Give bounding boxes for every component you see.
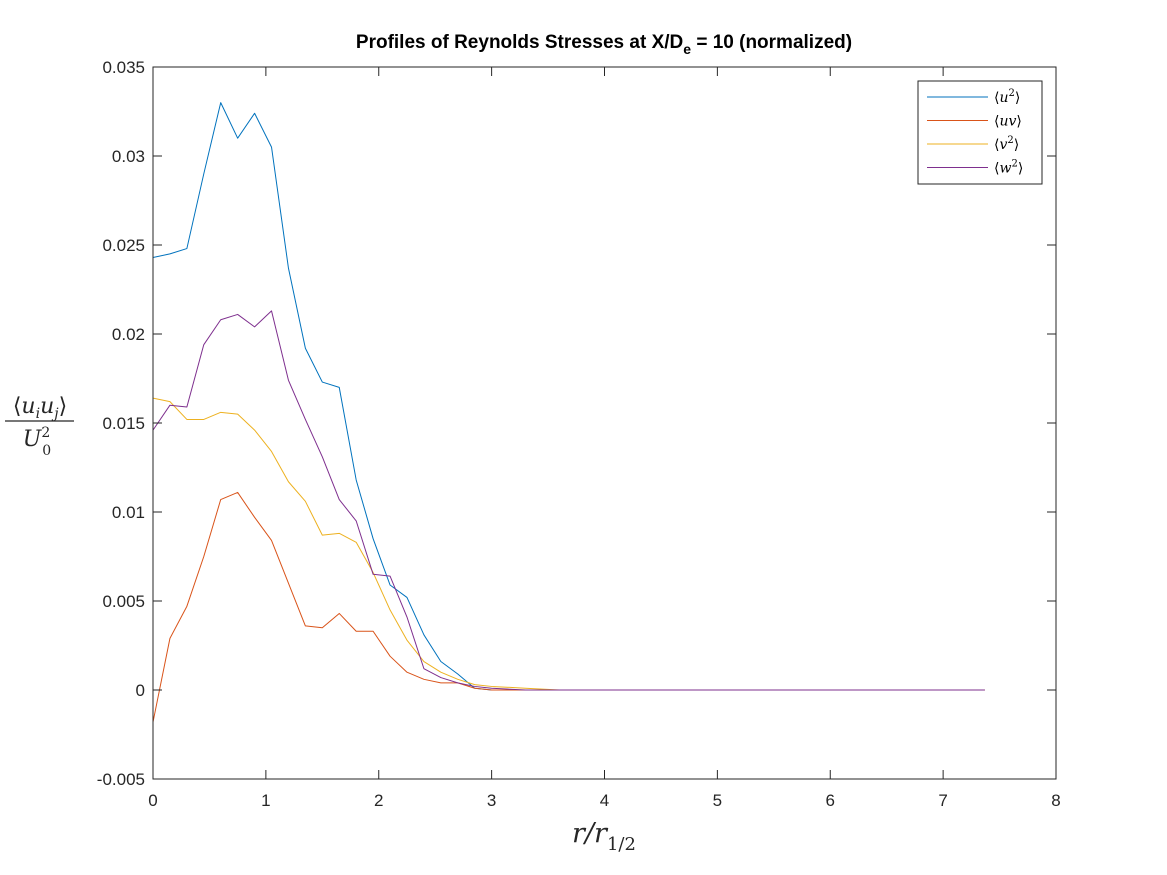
x-tick-label: 5 — [713, 791, 722, 810]
x-axis-label: r/r1/2 — [572, 818, 636, 855]
legend-entries: ⟨u2⟩ ⟨uv⟩ ⟨v2⟩ ⟨w2⟩ — [927, 88, 1023, 177]
plot-area — [153, 67, 1056, 779]
legend-label-0: ⟨u2⟩ — [994, 88, 1020, 106]
legend: ⟨u2⟩ ⟨uv⟩ ⟨v2⟩ ⟨w2⟩ — [917, 80, 1043, 185]
chart-title: Profiles of Reynolds Stresses at X/De = … — [356, 32, 852, 57]
y-axis-label: ⟨uiuj⟩ U2 0 — [5, 394, 74, 459]
series-layer — [152, 102, 985, 723]
x-tick-labels: 0 1 2 3 4 5 6 7 8 — [148, 791, 1060, 810]
x-tick-label: 4 — [600, 791, 609, 810]
series-line-3 — [152, 310, 985, 691]
legend-box — [917, 80, 1043, 185]
x-tick-label: 6 — [826, 791, 835, 810]
axes-box — [152, 66, 1057, 780]
x-tick-label: 1 — [261, 791, 270, 810]
x-tick-label: 7 — [938, 791, 947, 810]
y-tick-label: 0.02 — [112, 325, 145, 344]
y-tick-label: 0.03 — [112, 147, 145, 166]
x-tick-label: 2 — [374, 791, 383, 810]
y-tick-label: -0.005 — [97, 770, 145, 789]
y-tick-labels: -0.005 0 0.005 0.01 0.015 0.02 0.025 0.03 0.035 — [97, 58, 145, 789]
y-tick-label: 0.015 — [102, 414, 145, 433]
legend-label-1: ⟨uv⟩ — [994, 114, 1022, 130]
y-tick-label: 0.005 — [102, 592, 145, 611]
x-tick-label: 3 — [487, 791, 496, 810]
y-tick-label: 0.01 — [112, 503, 145, 522]
x-tick-label: 8 — [1051, 791, 1060, 810]
legend-label-2: ⟨v2⟩ — [994, 135, 1019, 153]
y-tick-label: 0.035 — [102, 58, 145, 77]
legend-label-3: ⟨w2⟩ — [994, 159, 1023, 177]
y-axis-label-denominator: U2 0 — [23, 425, 51, 459]
y-axis-label-numerator: ⟨uiuj⟩ — [13, 394, 67, 422]
x-tick-label: 0 — [148, 791, 157, 810]
y-tick-label: 0.025 — [102, 236, 145, 255]
y-tick-label: 0 — [136, 681, 145, 700]
